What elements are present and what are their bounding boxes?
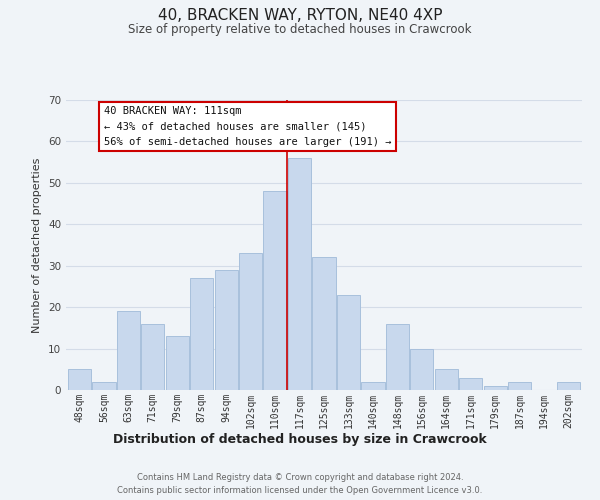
Bar bbox=[166, 336, 189, 390]
Text: Contains public sector information licensed under the Open Government Licence v3: Contains public sector information licen… bbox=[118, 486, 482, 495]
Text: Size of property relative to detached houses in Crawcrook: Size of property relative to detached ho… bbox=[128, 22, 472, 36]
Bar bbox=[459, 378, 482, 390]
Bar bbox=[68, 370, 91, 390]
Text: 40, BRACKEN WAY, RYTON, NE40 4XP: 40, BRACKEN WAY, RYTON, NE40 4XP bbox=[158, 8, 442, 22]
Bar bbox=[337, 294, 360, 390]
Bar bbox=[239, 254, 262, 390]
Y-axis label: Number of detached properties: Number of detached properties bbox=[32, 158, 43, 332]
Text: Distribution of detached houses by size in Crawcrook: Distribution of detached houses by size … bbox=[113, 432, 487, 446]
Bar bbox=[215, 270, 238, 390]
Text: 40 BRACKEN WAY: 111sqm
← 43% of detached houses are smaller (145)
56% of semi-de: 40 BRACKEN WAY: 111sqm ← 43% of detached… bbox=[104, 106, 391, 146]
Bar bbox=[190, 278, 214, 390]
Bar bbox=[557, 382, 580, 390]
Bar bbox=[313, 258, 335, 390]
Bar bbox=[484, 386, 507, 390]
Bar bbox=[92, 382, 116, 390]
Bar bbox=[386, 324, 409, 390]
Bar bbox=[410, 348, 433, 390]
Bar bbox=[117, 312, 140, 390]
Text: Contains HM Land Registry data © Crown copyright and database right 2024.: Contains HM Land Registry data © Crown c… bbox=[137, 472, 463, 482]
Bar bbox=[361, 382, 385, 390]
Bar bbox=[288, 158, 311, 390]
Bar bbox=[434, 370, 458, 390]
Bar bbox=[508, 382, 531, 390]
Bar bbox=[141, 324, 164, 390]
Bar bbox=[263, 191, 287, 390]
